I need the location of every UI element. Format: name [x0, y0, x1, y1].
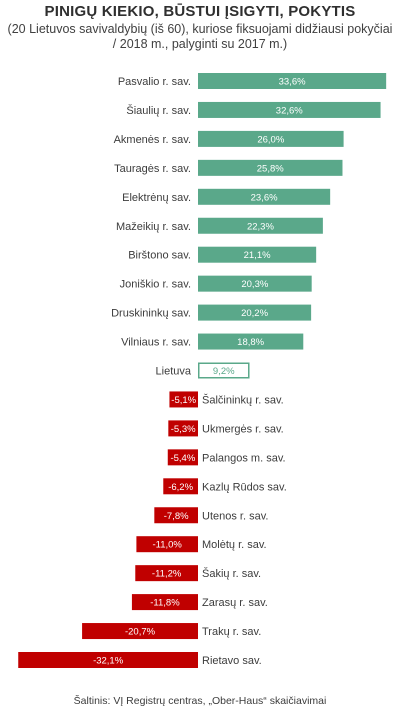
value-label-row-15: -7,8%	[164, 511, 189, 522]
category-label-row-8: Druskininkų sav.	[111, 308, 191, 320]
bar-row-15	[154, 507, 198, 524]
bar-row-10-average	[198, 362, 250, 379]
bar-row-12	[168, 420, 198, 437]
bar-row-13	[167, 449, 198, 466]
value-label-row-0: 33,6%	[279, 77, 306, 88]
value-label-row-5: 22,3%	[247, 221, 274, 232]
category-label-row-6: Birštono sav.	[128, 250, 191, 262]
value-label-row-9: 18,8%	[237, 337, 264, 348]
value-label-row-17: -11,2%	[152, 569, 182, 580]
value-label-row-10: 9,2%	[213, 366, 235, 377]
category-label-row-14: Kazlų Rūdos sav.	[202, 481, 287, 493]
bar-row-14	[163, 478, 198, 495]
category-label-row-20: Rietavo sav.	[202, 655, 262, 667]
category-label-row-11: Šalčininkų r. sav.	[202, 393, 284, 406]
subtitle-line-2: / 2018 m., palyginti su 2017 m.)	[112, 37, 288, 51]
value-label-row-19: -20,7%	[125, 627, 156, 638]
category-label-row-7: Joniškio r. sav.	[120, 279, 191, 291]
value-label-row-7: 20,3%	[241, 279, 268, 290]
bar-row-17	[135, 565, 198, 582]
value-label-row-14: -6,2%	[168, 482, 193, 493]
value-label-row-11: -5,1%	[171, 395, 196, 406]
category-label-row-15: Utenos r. sav.	[202, 510, 268, 522]
category-label-row-13: Palangos m. sav.	[202, 452, 286, 464]
bar-row-11	[169, 391, 198, 408]
category-label-row-1: Šiaulių r. sav.	[126, 104, 191, 117]
category-label-row-10: Lietuva	[156, 366, 192, 378]
bar-row-18	[131, 594, 198, 611]
category-label-row-0: Pasvalio r. sav.	[118, 76, 191, 88]
value-label-row-20: -32,1%	[93, 656, 124, 667]
bar-row-4	[198, 188, 331, 205]
source-note: Šaltinis: VĮ Registrų centras, „Ober-Hau…	[73, 695, 327, 707]
chart-title: PINIGŲ KIEKIO, BŪSTUI ĮSIGYTI, POKYTIS	[44, 3, 356, 20]
bar-row-19	[82, 623, 198, 640]
category-label-row-4: Elektrėnų sav.	[122, 192, 191, 204]
category-label-row-16: Molėtų r. sav.	[202, 539, 267, 551]
category-label-row-18: Zarasų r. sav.	[202, 597, 268, 609]
category-label-row-5: Mažeikių r. sav.	[116, 221, 191, 233]
value-label-row-18: -11,8%	[150, 598, 180, 609]
chart-subtitle: (20 Lietuvos savivaldybių (iš 60), kurio…	[0, 22, 400, 52]
category-label-row-9: Vilniaus r. sav.	[121, 337, 191, 349]
bar-row-9	[198, 333, 304, 350]
value-label-row-12: -5,3%	[171, 424, 196, 435]
category-label-row-12: Ukmergės r. sav.	[202, 423, 284, 435]
value-label-row-16: -11,0%	[152, 540, 182, 551]
value-label-row-8: 20,2%	[241, 308, 268, 319]
bar-row-8	[198, 304, 312, 321]
bar-row-5	[198, 217, 323, 234]
value-label-row-2: 26,0%	[257, 134, 284, 145]
category-label-row-2: Akmenės r. sav.	[114, 134, 191, 146]
value-label-row-4: 23,6%	[251, 192, 278, 203]
value-label-row-3: 25,8%	[257, 163, 284, 174]
category-label-row-17: Šakių r. sav.	[202, 567, 261, 580]
subtitle-line-1: (20 Lietuvos savivaldybių (iš 60), kurio…	[7, 22, 393, 36]
bar-row-20	[18, 652, 198, 668]
value-label-row-1: 32,6%	[276, 105, 303, 116]
bar-row-0	[198, 73, 387, 89]
bar-row-7	[198, 275, 312, 292]
category-label-row-3: Tauragės r. sav.	[114, 163, 191, 175]
bar-row-3	[198, 159, 343, 176]
bar-row-1	[198, 101, 381, 118]
value-label-row-6: 21,1%	[244, 250, 271, 261]
bar-row-2	[198, 130, 344, 147]
category-label-row-19: Trakų r. sav.	[202, 626, 261, 638]
bar-row-6	[198, 246, 317, 263]
value-label-row-13: -5,4%	[170, 453, 195, 464]
bar-row-16	[136, 536, 198, 553]
